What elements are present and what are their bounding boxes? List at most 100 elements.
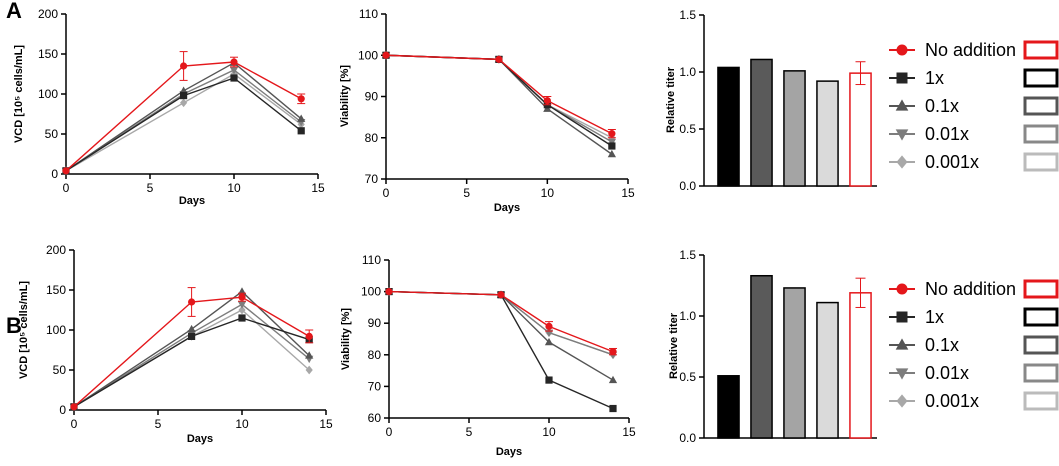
series-line-0.01x (385, 54, 613, 143)
x-tick-label: 15 (311, 181, 325, 195)
data-point-No addition (238, 293, 246, 301)
legend-label-1x: 1x (925, 68, 944, 88)
x-tick-label: 10 (542, 425, 556, 439)
bar-0.1x (750, 274, 773, 439)
bar-0.001x (816, 80, 839, 187)
panel-letter-A: A (6, 0, 22, 23)
bar-0.01x (783, 287, 806, 439)
data-point-1x (180, 92, 188, 100)
x-axis-label: Days (179, 195, 205, 207)
legend-1: No addition 1x 0.1x 0.01x 0.001x (889, 279, 1059, 411)
x-tick-label: 0 (386, 425, 393, 439)
bar-No addition (849, 72, 872, 187)
x-tick-label: 0 (71, 417, 78, 431)
series-line-0.001x (65, 73, 302, 172)
data-point-1x (545, 376, 553, 384)
y-axis-label: Relative titer (668, 312, 680, 379)
legend-swatch-0.1x (1023, 335, 1059, 355)
series-line-0.001x (388, 290, 614, 356)
y-axis-label: VCD [10⁵ cells/mL] (13, 45, 25, 143)
x-tick-label: 5 (463, 186, 470, 200)
bar-No addition (849, 292, 872, 439)
y-tick-label: 70 (365, 172, 379, 186)
series-line-No addition (65, 61, 302, 172)
legend-marker-1x (896, 72, 908, 84)
legend-marker-No addition (896, 283, 908, 295)
data-point-1x (608, 142, 616, 150)
bar-0.01x (783, 70, 806, 187)
y-tick-label: 100 (358, 48, 378, 62)
x-tick-label: 10 (227, 181, 241, 195)
y-tick-label: 150 (38, 47, 58, 61)
y-tick-label: 0.5 (679, 122, 696, 136)
y-tick-label: 110 (359, 7, 378, 21)
data-point-1x (609, 404, 617, 413)
y-tick-label: 0.0 (679, 179, 696, 193)
data-point-0.001x (180, 98, 188, 108)
legend-0: No addition 1x 0.1x 0.01x 0.001x (889, 40, 1059, 172)
titer-chart-0: 0.0 0.5 1.0 1.5 Relative titer (665, 8, 877, 193)
data-point-No addition (62, 167, 70, 175)
data-point-1x (238, 314, 246, 322)
data-point-No addition (495, 55, 503, 63)
legend-swatch-0.001x (1023, 391, 1059, 411)
series-line-0.01x (388, 290, 614, 356)
y-tick-label: 0.5 (679, 370, 696, 384)
bar-1x (717, 66, 740, 187)
legend-swatch-0.01x (1023, 124, 1059, 144)
series-line-0.1x (73, 290, 310, 408)
data-point-No addition (543, 97, 551, 105)
y-tick-label: 100 (38, 87, 58, 101)
data-point-No addition (382, 51, 390, 59)
series-line-No addition (385, 54, 613, 135)
x-tick-label: 5 (155, 417, 162, 431)
legend-marker-0.1x (895, 338, 909, 350)
x-axis-label: Days (496, 446, 522, 458)
series-line-No addition (73, 296, 310, 408)
bar-0.1x (750, 58, 773, 187)
y-tick-label: 1.0 (679, 65, 696, 79)
data-point-No addition (230, 58, 238, 66)
series-line-1x (388, 290, 614, 410)
legend-label-0.01x: 0.01x (925, 363, 969, 383)
titer-chart-1: 0.0 0.5 1.0 1.5 Relative titer (668, 248, 877, 445)
data-point-1x (230, 74, 238, 82)
data-point-0.001x (238, 305, 246, 315)
x-tick-label: 10 (235, 417, 249, 431)
y-axis-label: Viability [%] (340, 308, 352, 370)
x-axis-label: Days (494, 202, 520, 214)
series-line-0.001x (385, 54, 613, 139)
bar-0.001x (816, 301, 839, 439)
series-line-0.001x (73, 309, 310, 408)
y-axis-label: Viability [%] (339, 65, 351, 127)
y-tick-label: 50 (45, 127, 59, 141)
legend-marker-No addition (896, 44, 908, 56)
legend-label-1x: 1x (925, 307, 944, 327)
legend-marker-0.01x (895, 368, 909, 380)
legend-label-0.001x: 0.001x (925, 391, 979, 411)
data-point-No addition (297, 95, 305, 103)
series-line-0.1x (388, 290, 614, 381)
y-tick-label: 150 (46, 283, 66, 297)
legend-swatch-0.01x (1023, 363, 1059, 383)
y-tick-label: 1.0 (679, 309, 696, 323)
y-tick-label: 0 (59, 403, 66, 417)
data-point-No addition (70, 403, 78, 411)
data-point-0.01x (229, 66, 239, 75)
x-tick-label: 15 (319, 417, 333, 431)
y-tick-label: 200 (46, 243, 66, 257)
y-tick-label: 90 (365, 90, 379, 104)
legend-swatch-0.001x (1023, 152, 1059, 172)
y-tick-label: 80 (365, 131, 379, 145)
viability-chart-0: 0 5 10 15 70 80 90 100 110 Days Viability [%] (339, 7, 635, 214)
data-point-No addition (545, 322, 553, 330)
legend-label-0.1x: 0.1x (925, 96, 959, 116)
legend-label-No addition: No addition (925, 279, 1016, 299)
viability-chart-1: 0 5 10 15 60 70 80 90 100 110 Days Viability [%] (340, 253, 636, 458)
panel-letter-B: B (6, 313, 22, 338)
bar-1x (717, 375, 740, 439)
data-point-0.01x (237, 301, 247, 309)
legend-label-0.001x: 0.001x (925, 152, 979, 172)
data-point-0.1x (187, 324, 196, 333)
